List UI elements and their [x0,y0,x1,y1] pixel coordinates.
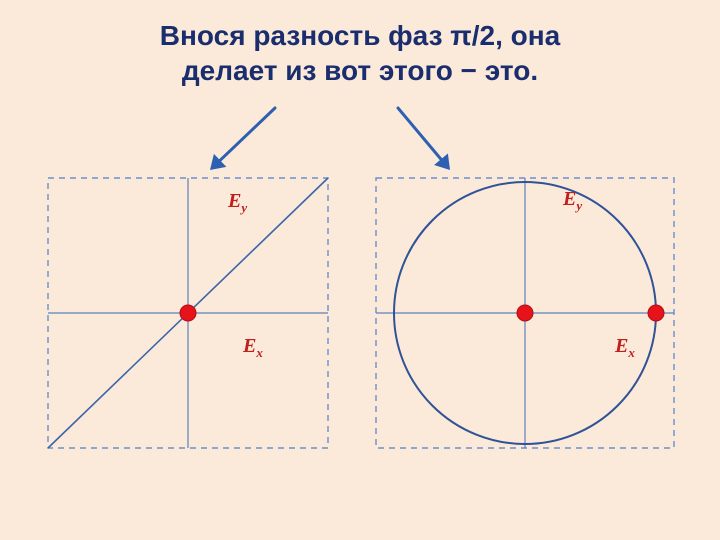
label-Ey-left: Ey [228,190,247,216]
label-Ex-left: Ex [243,335,263,361]
label-Ex-right: Ex [615,335,635,361]
label-Ey-right: Ey [563,188,582,214]
slide-title: Внося разность фаз π/2, онаделает из вот… [0,18,720,88]
